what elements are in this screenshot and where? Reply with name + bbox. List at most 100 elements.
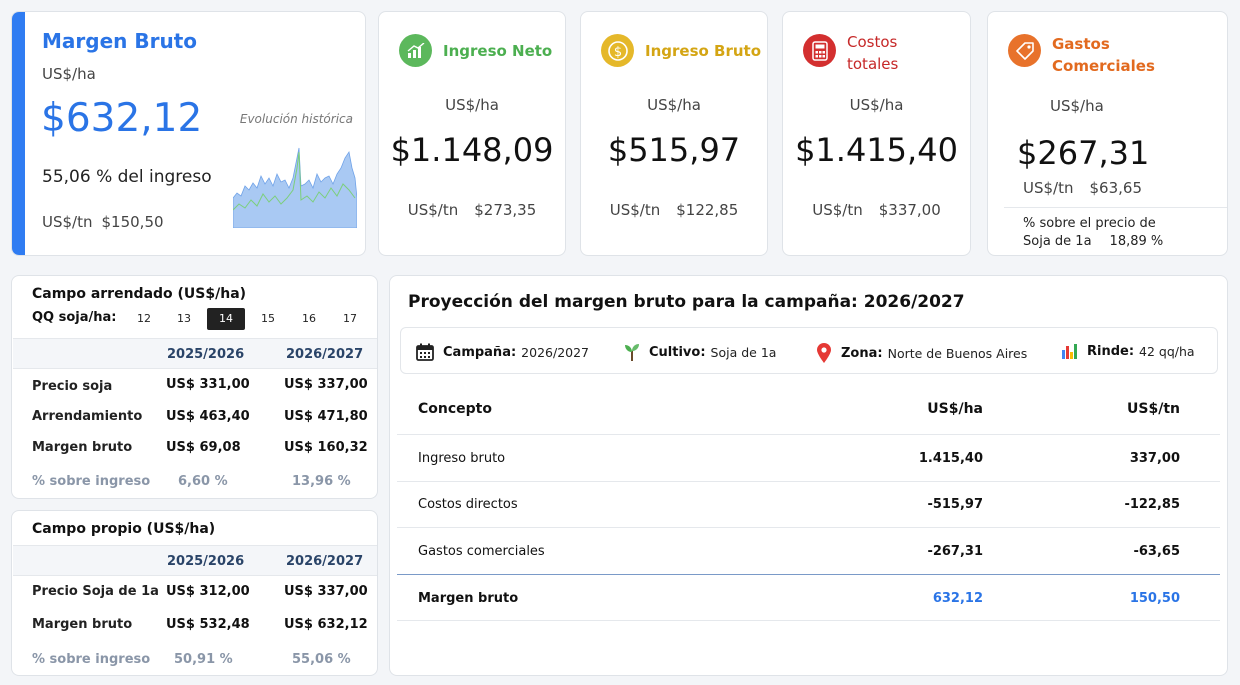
costos-totales-card: Costos totales US$/ha $1.415,40 US$/tn $3… — [782, 11, 971, 256]
qq-label: QQ soja/ha: — [32, 310, 117, 325]
historic-label: Evolución histórica — [239, 112, 353, 126]
tn-label: US$/tn — [1023, 179, 1074, 197]
row-usd-ha: -267,31 — [927, 544, 983, 559]
costos-title-line1: Costos — [847, 33, 898, 51]
total-usd-ha: 632,12 — [932, 591, 983, 606]
campo-propio-title: Campo propio (US$/ha) — [32, 521, 216, 537]
soja-pct-value: 18,89 % — [1109, 234, 1164, 249]
ingreso-neto-card: Ingreso Neto US$/ha $1.148,09 US$/tn $273… — [378, 11, 566, 256]
costos-tn: US$/tn $337,00 — [783, 201, 970, 219]
filter-chips: Campaña: 2026/2027 Cultivo: Soja de 1a Zon… — [400, 327, 1218, 374]
row-value-1: US$ 463,40 — [166, 409, 250, 424]
ingreso-bruto-tn: US$/tn $122,85 — [581, 201, 767, 219]
chip-label: Campaña: — [443, 344, 517, 360]
chip-value: Soja de 1a — [710, 344, 777, 360]
ingreso-bruto-title: Ingreso Bruto — [645, 42, 762, 60]
soja-pct-line1: % sobre el precio de — [1023, 216, 1156, 231]
chip-value: Norte de Buenos Aires — [887, 345, 1028, 361]
campo-arrendado-card: Campo arrendado (US$/ha) QQ soja/ha: 12 … — [11, 275, 378, 499]
row-concepto: Costos directos — [418, 497, 518, 512]
table-row: Ingreso bruto 1.415,40 337,00 — [397, 435, 1220, 482]
sparkline-line — [233, 151, 356, 211]
dollar-coin-icon: $ — [601, 34, 634, 67]
col-concepto: Concepto — [418, 401, 492, 417]
qq-option-14[interactable]: 14 — [207, 308, 245, 330]
tn-value: $337,00 — [878, 201, 941, 219]
bar-chart-icon — [1062, 344, 1077, 359]
soja-pct-block: % sobre el precio de Soja de 1a 18,89 % — [1023, 215, 1163, 251]
row-usd-tn: -63,65 — [1133, 544, 1180, 559]
chip-cultivo[interactable]: Cultivo: Soja de 1a — [623, 342, 776, 362]
gastos-title-line1: Gastos — [1052, 35, 1110, 53]
calendar-icon — [416, 343, 434, 361]
costos-title-line2: totales — [847, 55, 899, 73]
row-label: % sobre ingreso — [32, 652, 151, 667]
qq-option-13[interactable]: 13 — [177, 312, 191, 325]
chip-campana[interactable]: Campaña: 2026/2027 — [415, 342, 589, 362]
row-value-1: US$ 69,08 — [166, 440, 241, 455]
chip-label: Rinde: — [1087, 343, 1135, 359]
col-2025-2026: 2025/2026 — [167, 347, 245, 362]
costos-value: $1.415,40 — [795, 131, 958, 169]
margen-bruto-pct: 55,06 % del ingreso — [42, 167, 212, 187]
tn-label: US$/tn — [42, 213, 93, 231]
row-label: Margen bruto — [32, 617, 133, 632]
row-label: Precio soja — [32, 379, 113, 394]
tn-label: US$/tn — [407, 201, 459, 219]
ingreso-bruto-unit: US$/ha — [647, 96, 701, 114]
sprout-icon — [625, 344, 639, 361]
table-header: 2025/2026 2026/2027 — [13, 338, 377, 369]
margen-bruto-title: Margen Bruto — [42, 29, 197, 53]
chip-zona[interactable]: Zona: Norte de Buenos Aires — [815, 342, 1027, 364]
row-usd-ha: -515,97 — [927, 497, 983, 512]
table-row: Costos directos -515,97 -122,85 — [397, 481, 1220, 528]
soja-pct-label: Soja de 1a — [1023, 234, 1092, 249]
row-value-1: 6,60 % — [178, 474, 228, 489]
ingreso-neto-tn: US$/tn $273,35 — [379, 201, 565, 219]
row-concepto: Ingreso bruto — [418, 451, 506, 466]
row-concepto: Gastos comerciales — [418, 544, 545, 559]
row-value-2: US$ 337,00 — [284, 377, 368, 392]
historic-sparkline[interactable] — [233, 138, 357, 228]
campo-arrendado-title: Campo arrendado (US$/ha) — [32, 286, 247, 302]
qq-option-12[interactable]: 12 — [137, 312, 151, 325]
qq-option-17[interactable]: 17 — [343, 312, 357, 325]
proyeccion-title: Proyección del margen bruto para la camp… — [408, 292, 965, 312]
row-value-1: 50,91 % — [174, 652, 233, 667]
chip-value: 2026/2027 — [521, 344, 590, 360]
qq-option-15[interactable]: 15 — [261, 312, 275, 325]
gastos-title: Gastos Comerciales — [1052, 33, 1155, 77]
ingreso-neto-value: $1.148,09 — [390, 131, 554, 169]
row-usd-tn: -122,85 — [1124, 497, 1180, 512]
tn-label: US$/tn — [609, 201, 661, 219]
ingreso-neto-title: Ingreso Neto — [443, 42, 553, 60]
gastos-title-line2: Comerciales — [1052, 57, 1155, 75]
margen-bruto-card: Margen Bruto US$/ha $632,12 55,06 % del … — [11, 11, 366, 256]
col-usd-ha: US$/ha — [927, 401, 983, 417]
tn-value: $122,85 — [676, 201, 739, 219]
card-accent-bar — [12, 12, 25, 255]
row-value-2: US$ 632,12 — [284, 617, 368, 632]
row-value-1: US$ 312,00 — [166, 584, 250, 599]
gastos-tn: US$/tn $63,65 — [1023, 179, 1150, 197]
margen-bruto-unit: US$/ha — [42, 65, 96, 83]
chip-rinde[interactable]: Rinde: 42 qq/ha — [1061, 342, 1195, 360]
col-usd-tn: US$/tn — [1127, 401, 1180, 417]
chip-value: 42 qq/ha — [1139, 343, 1195, 359]
map-pin-icon — [817, 343, 831, 363]
tn-value: $63,65 — [1089, 179, 1143, 197]
col-2026-2027: 2026/2027 — [286, 347, 364, 362]
total-row: Margen bruto 632,12 150,50 — [397, 574, 1220, 621]
total-concepto: Margen bruto — [418, 591, 519, 606]
costos-unit: US$/ha — [849, 96, 904, 114]
costos-title: Costos totales — [847, 31, 898, 75]
qq-option-16[interactable]: 16 — [302, 312, 316, 325]
col-2025-2026: 2025/2026 — [167, 554, 245, 569]
proyeccion-card: Proyección del margen bruto para la camp… — [389, 275, 1228, 676]
divider — [1004, 207, 1227, 208]
svg-text:$: $ — [613, 45, 621, 60]
chip-label: Cultivo: — [649, 344, 706, 360]
margen-bruto-value: $632,12 — [41, 96, 203, 141]
gastos-value: $267,31 — [1017, 134, 1150, 172]
row-value-2: US$ 160,32 — [284, 440, 368, 455]
